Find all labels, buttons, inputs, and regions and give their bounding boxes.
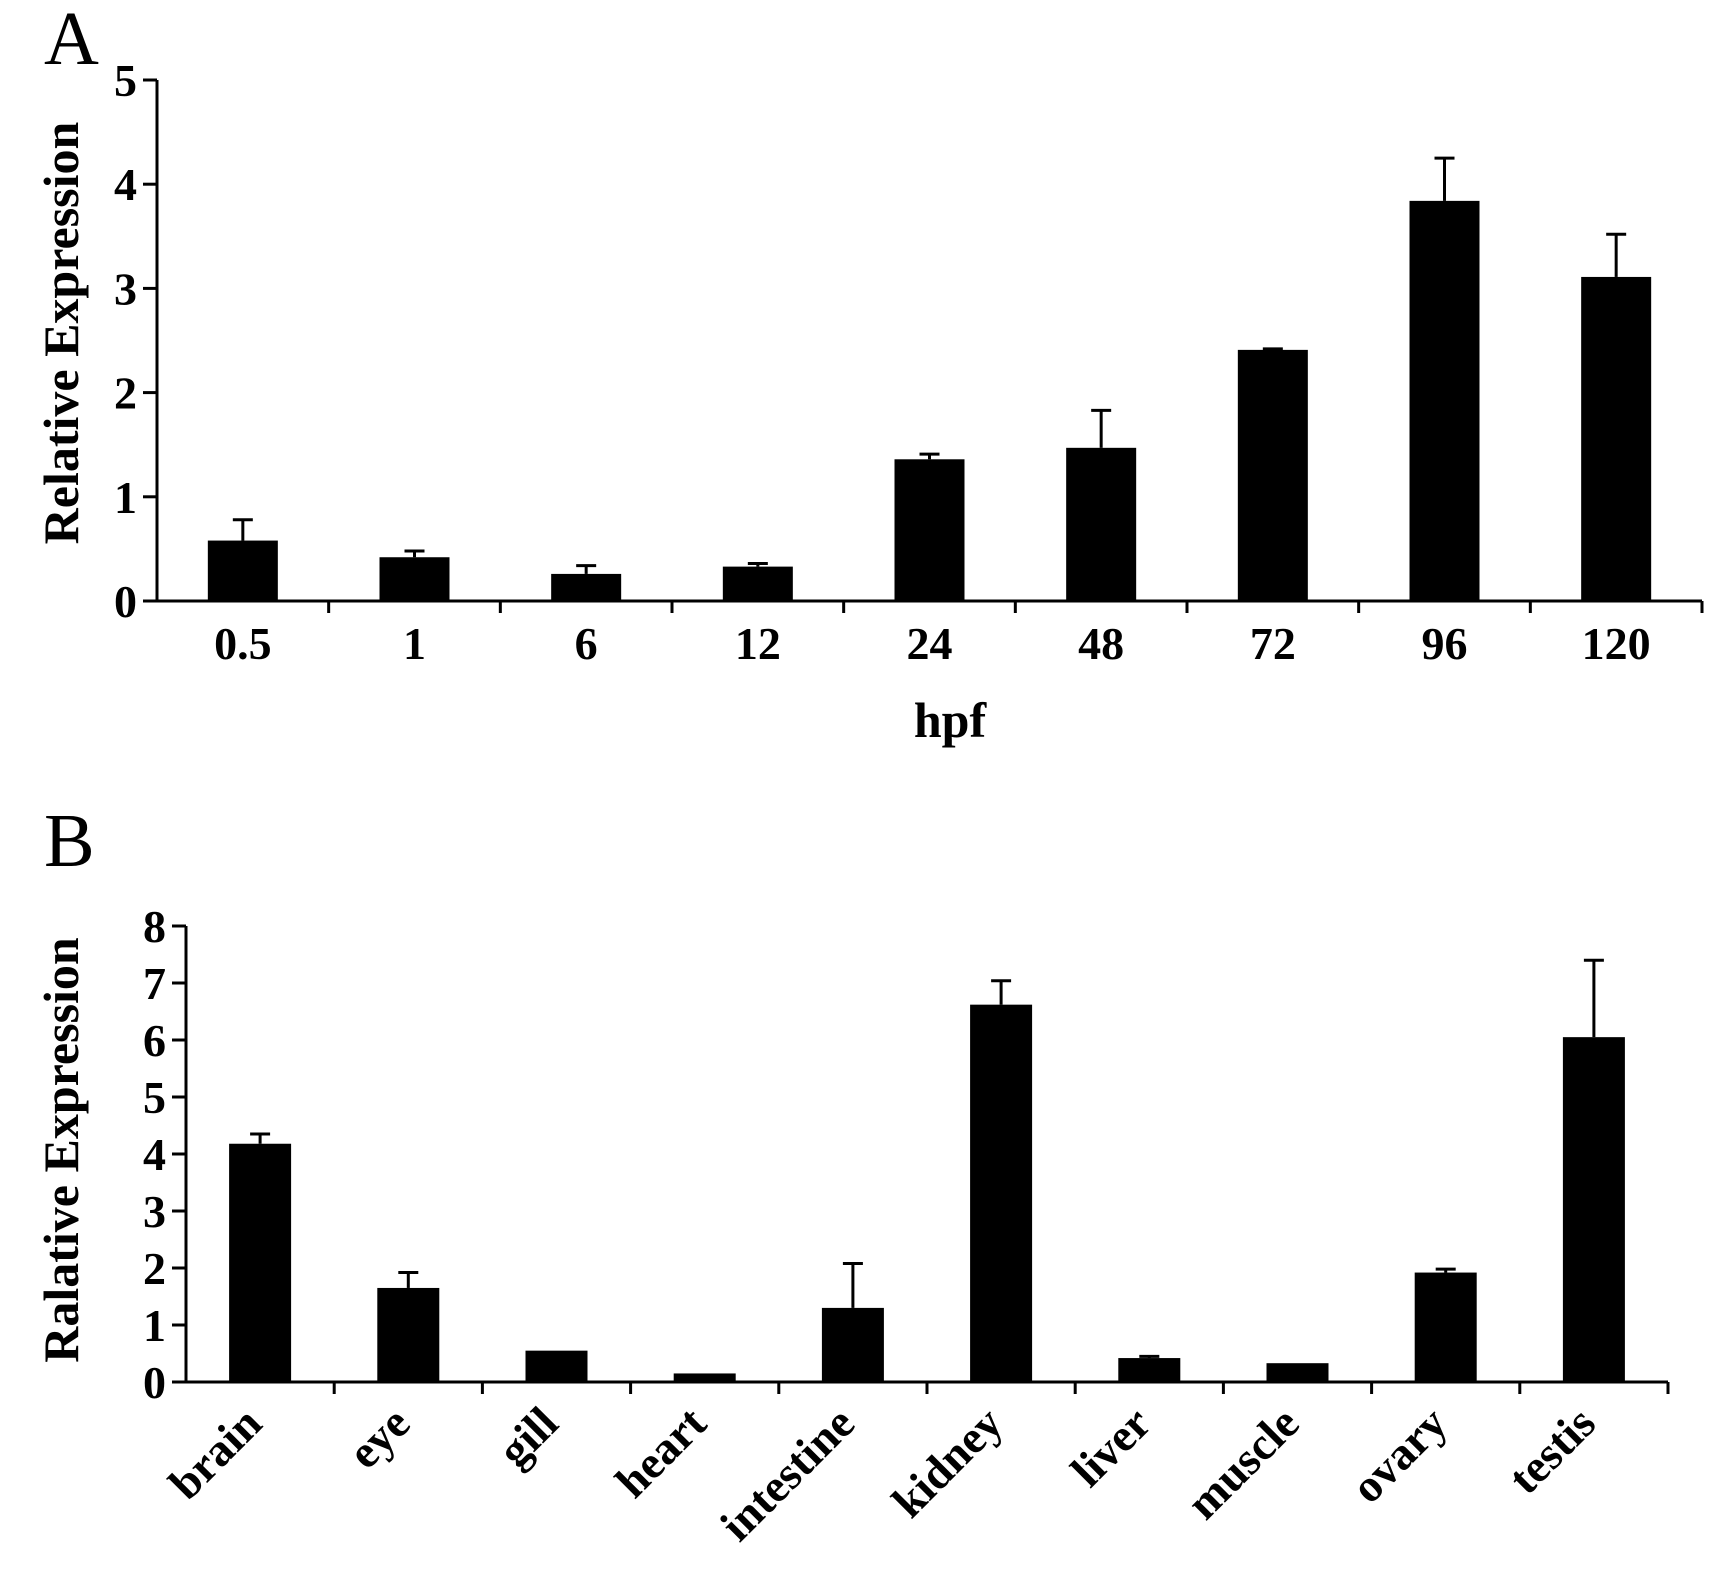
bar	[551, 573, 622, 601]
y-axis-title-a: Relative Expression	[33, 121, 89, 544]
bar	[1266, 1363, 1329, 1382]
y-tick-label: 2	[114, 368, 137, 419]
bar	[1118, 1358, 1181, 1382]
bar	[377, 1287, 440, 1382]
panel-letter-a: A	[44, 0, 99, 81]
x-tick-label: liver	[1061, 1397, 1160, 1496]
x-tick-label: 120	[1582, 618, 1651, 669]
y-tick-label: 1	[114, 472, 137, 523]
x-tick-label: 1	[403, 618, 426, 669]
y-tick-label: 6	[143, 1015, 166, 1066]
y-tick-label: 4	[114, 159, 137, 210]
bar	[722, 566, 793, 601]
bar	[229, 1143, 292, 1382]
y-tick-label: 0	[114, 576, 137, 627]
y-tick-label: 7	[143, 958, 166, 1009]
bar	[1562, 1037, 1625, 1382]
bar	[673, 1373, 736, 1382]
x-axis-title-a: hpf	[914, 692, 988, 748]
x-tick-label: testis	[1498, 1397, 1605, 1504]
x-tick-label: 96	[1422, 618, 1468, 669]
x-tick-label: 24	[907, 618, 953, 669]
y-axis-title-b: Ralative Expression	[33, 937, 89, 1363]
x-tick-label: 72	[1250, 618, 1296, 669]
y-tick-label: 2	[143, 1243, 166, 1294]
y-tick-label: 0	[143, 1357, 166, 1408]
bar	[1237, 349, 1308, 601]
bar	[1414, 1272, 1477, 1382]
y-tick-label: 3	[114, 263, 137, 314]
x-tick-label: brain	[159, 1397, 271, 1509]
x-tick-label: kidney	[882, 1397, 1012, 1527]
bar	[894, 459, 965, 601]
panel-b: B Ralative Expression 0 1 2 3 4 5 6 7 8 brain eye g…	[33, 799, 1670, 1551]
y-tick-label: 5	[114, 55, 137, 106]
x-tick-label: 0.5	[214, 618, 272, 669]
x-tick-label: gill	[488, 1397, 567, 1476]
x-tick-label: 6	[575, 618, 598, 669]
bar	[525, 1350, 588, 1382]
bar	[821, 1307, 884, 1382]
panel-letter-b: B	[44, 799, 95, 883]
x-tick-label: 12	[735, 618, 781, 669]
x-tick-label: heart	[606, 1397, 717, 1508]
x-tick-label: ovary	[1341, 1397, 1457, 1513]
bar	[207, 540, 278, 601]
y-tick-label: 1	[143, 1300, 166, 1351]
x-tick-label: 48	[1078, 618, 1124, 669]
y-tick-label: 3	[143, 1186, 166, 1237]
y-tick-label: 4	[143, 1129, 166, 1180]
x-tick-label: muscle	[1177, 1397, 1309, 1529]
y-tick-label: 5	[143, 1072, 166, 1123]
bar	[1066, 447, 1137, 601]
bar	[1409, 200, 1480, 601]
x-tick-label: eye	[338, 1397, 419, 1478]
x-tick-label: intestine	[710, 1397, 864, 1551]
bar	[970, 1004, 1033, 1382]
y-tick-label: 8	[143, 901, 166, 952]
bar	[379, 557, 450, 601]
bar	[1581, 276, 1652, 601]
